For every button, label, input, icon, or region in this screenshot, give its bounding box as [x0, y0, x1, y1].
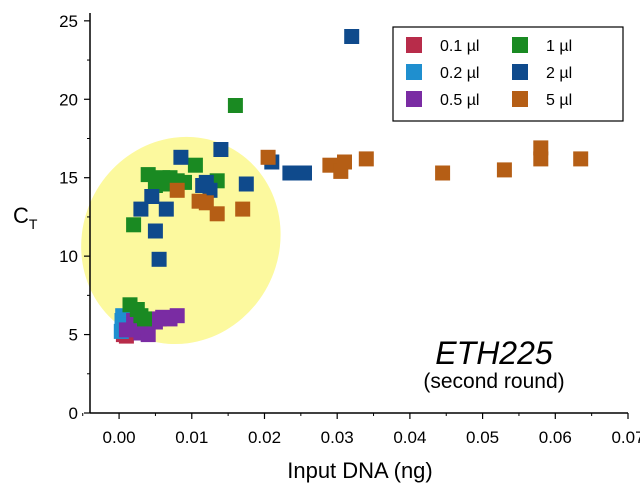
data-point-series4-12 [282, 165, 298, 181]
annotation-subtitle: (second round) [423, 370, 564, 393]
data-point-series5-3 [209, 206, 225, 222]
highlight-ellipse-layer [81, 136, 281, 345]
data-point-series5-9 [358, 151, 374, 167]
data-point-series5-11 [496, 162, 512, 178]
x-tick-label: 0.04 [393, 428, 426, 447]
y-tick-label: 25 [59, 12, 78, 31]
legend-label: 1 µl [546, 38, 572, 55]
y-tick-label: 0 [69, 404, 78, 423]
data-point-series4-9 [213, 142, 229, 157]
y-tick-label: 10 [59, 247, 78, 266]
data-point-series4-10 [238, 176, 254, 192]
data-point-series5-0 [169, 182, 185, 198]
x-tick-label: 0.07 [611, 428, 640, 447]
data-point-series2-9 [151, 311, 167, 327]
tick-labels: 0.00 0.01 0.02 0.03 0.04 0.05 0.06 0.07 0 5 10 15 20… [59, 12, 640, 447]
y-axis-title-main: C [13, 203, 29, 228]
data-point-series3-12 [187, 157, 203, 173]
data-point-series5-13 [533, 140, 549, 156]
y-axis-title: CT [13, 203, 38, 232]
x-tick-label: 0.05 [466, 428, 499, 447]
y-axis-title-subscript: T [29, 216, 38, 232]
data-point-series4-13 [297, 165, 312, 181]
annotation-title: ETH225 [435, 335, 553, 371]
legend-entries: 0.1 µl 0.2 µl 0.5 µl 1 µl 2 µl 5 µl [406, 37, 572, 109]
data-point-series5-5 [260, 149, 276, 165]
data-point-series5-8 [337, 154, 352, 170]
y-tick-label: 20 [59, 90, 78, 109]
legend-swatch [406, 91, 422, 107]
x-tick-label: 0.01 [175, 428, 208, 447]
x-tick-label: 0.02 [248, 428, 281, 447]
data-point-series4-2 [147, 223, 163, 239]
data-points-layer [113, 29, 589, 344]
legend-swatch [406, 64, 422, 80]
x-tick-label: 0.06 [539, 428, 572, 447]
data-point-series2-7 [169, 308, 185, 324]
legend-label: 0.1 µl [440, 38, 479, 55]
x-axis-title: Input DNA (ng) [287, 458, 433, 483]
legend-label: 2 µl [546, 65, 572, 82]
legend-swatch [512, 37, 528, 53]
legend-box [392, 26, 624, 122]
data-point-series3-3 [137, 311, 152, 327]
legend-swatch [406, 37, 422, 53]
legend-label: 0.5 µl [440, 92, 479, 109]
data-point-series4-5 [173, 149, 189, 165]
legend-swatch [512, 64, 528, 80]
data-point-series4-3 [151, 251, 167, 267]
data-point-series4-14 [344, 29, 360, 44]
y-tick-label: 5 [69, 326, 78, 345]
x-tick-label: 0.03 [321, 428, 354, 447]
x-tick-label: 0.00 [103, 428, 136, 447]
data-point-series5-4 [235, 201, 251, 217]
data-point-series5-14 [573, 151, 589, 167]
data-point-series3-14 [227, 98, 243, 113]
legend-label: 5 µl [546, 92, 572, 109]
data-point-series4-0 [133, 201, 149, 217]
legend-label: 0.2 µl [440, 65, 479, 82]
data-point-series4-1 [144, 189, 160, 204]
legend: 0.1 µl 0.2 µl 0.5 µl 1 µl 2 µl 5 µl [392, 26, 624, 122]
highlight-ellipse [81, 136, 281, 345]
legend-swatch [512, 91, 528, 107]
axes [82, 13, 629, 419]
data-point-series4-4 [158, 201, 174, 217]
data-point-series3-4 [126, 217, 142, 233]
y-tick-label: 15 [59, 169, 78, 188]
data-point-series5-10 [435, 165, 451, 181]
